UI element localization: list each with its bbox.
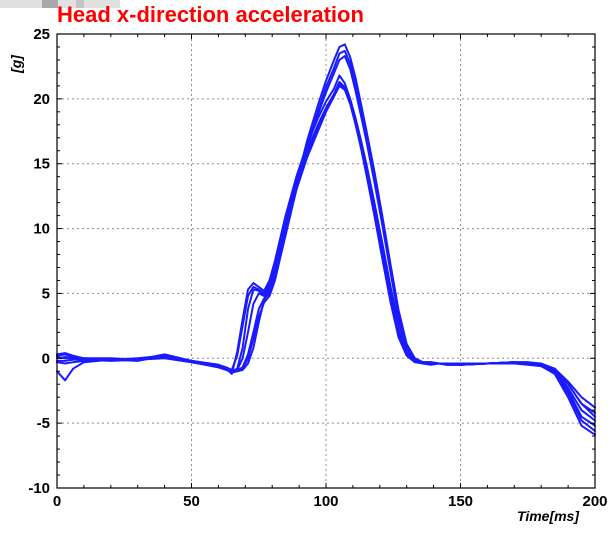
y-tick-label: 15: [33, 156, 50, 173]
x-tick-label: 50: [183, 493, 200, 510]
top-decor-strip: [0, 0, 610, 8]
y-tick-label: -10: [28, 480, 50, 497]
series-line-6: [56, 83, 596, 432]
series-line-7: [56, 49, 596, 414]
y-tick-label: 25: [33, 26, 50, 43]
strip-segment: [76, 0, 84, 8]
strip-segment: [42, 0, 58, 8]
y-tick-label: 0: [42, 350, 50, 367]
strip-segment: [0, 0, 120, 8]
tick-labels: 0 50 100 150 200 -10 -5 0 5 10 15 20 25: [28, 26, 607, 510]
x-tick-label: 150: [448, 493, 473, 510]
x-tick-label: 200: [582, 493, 607, 510]
x-tick-label: 100: [313, 493, 338, 510]
x-tick-label: 0: [53, 493, 61, 510]
y-tick-label: 5: [42, 285, 50, 302]
y-axis-label: [g]: [8, 54, 24, 74]
series-lines: [56, 43, 596, 436]
x-axis-label: Time[ms]: [517, 508, 580, 524]
y-tick-label: -5: [37, 415, 50, 432]
chart-title: Head x-direction acceleration: [57, 2, 364, 27]
tick-marks: [56, 33, 596, 489]
y-tick-label: 10: [33, 221, 50, 238]
y-tick-label: 20: [33, 91, 50, 108]
